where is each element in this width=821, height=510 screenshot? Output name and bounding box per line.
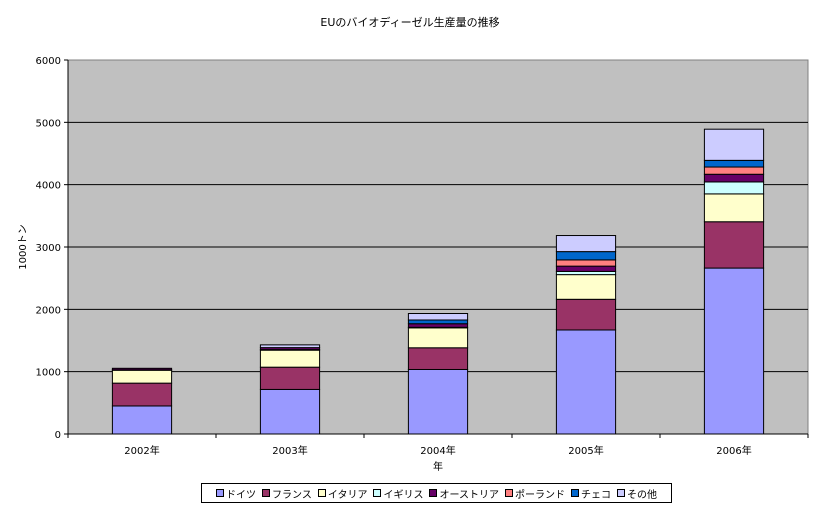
y-tick-label: 2000	[36, 305, 61, 316]
x-tick-label: 2005年	[568, 444, 603, 457]
legend-item: イタリア	[317, 486, 368, 501]
y-tick-label: 6000	[36, 56, 61, 67]
legend-item: ドイツ	[216, 486, 256, 501]
y-tick-label: 3000	[36, 243, 61, 254]
legend-swatch	[317, 489, 326, 497]
y-axis-ticks: 0 1000 2000 3000 4000 5000 6000	[36, 56, 68, 441]
legend-label: イギリス	[383, 489, 424, 501]
bar-segment-6-2	[407, 319, 469, 325]
legend-swatch	[616, 489, 625, 497]
legend-swatch	[216, 489, 225, 497]
legend-swatch	[504, 489, 513, 497]
bar-segment-0-1	[259, 388, 321, 435]
legend-label: ドイツ	[226, 489, 257, 501]
legend-item: フランス	[262, 486, 312, 501]
bar-segment-2-0	[111, 369, 173, 384]
bar-segment-1-0	[111, 382, 173, 407]
bar-segment-7-3	[555, 235, 617, 253]
bar-segment-4-2	[407, 323, 469, 328]
bar-segment-4-0	[111, 367, 173, 371]
bar-segment-5-3	[555, 259, 617, 267]
y-tick-label: 1000	[36, 368, 61, 379]
x-tick-label: 2006年	[716, 444, 751, 457]
bar-segment-6-3	[555, 251, 617, 261]
bar-segment-1-2	[407, 347, 469, 370]
bar-segment-0-0	[111, 405, 173, 435]
legend-label: その他	[626, 489, 657, 501]
legend-item: その他	[616, 486, 657, 501]
bar-segment-0-3	[555, 329, 617, 435]
legend-label: イタリア	[327, 489, 368, 501]
x-tick-label: 2004年	[420, 444, 455, 457]
legend-label: チェコ	[580, 489, 611, 501]
legend-label: オーストリア	[439, 489, 499, 501]
y-axis-label: 1000トン	[18, 224, 29, 269]
bar-segment-6-4	[703, 159, 765, 168]
bar-segment-1-1	[259, 366, 321, 390]
bar-segment-3-4	[703, 181, 765, 195]
bar-segment-2-2	[407, 327, 469, 349]
gridlines	[68, 121, 808, 373]
legend-label: フランス	[272, 489, 312, 501]
y-tick-label: 4000	[36, 181, 61, 192]
legend-item: チェコ	[570, 486, 611, 501]
legend-swatch	[429, 489, 438, 497]
x-axis-ticks: 2002年 2003年 2004年 2005年 2006年	[67, 434, 809, 457]
bar-segment-4-4	[703, 173, 765, 183]
bar-segment-0-4	[703, 267, 765, 435]
bar-segment-1-3	[555, 298, 617, 331]
bar-segment-2-1	[259, 349, 321, 368]
bar-segment-2-4	[703, 193, 765, 223]
x-axis-label: 年	[433, 460, 443, 473]
legend-swatch	[262, 489, 271, 497]
legend-swatch	[570, 489, 579, 497]
bar-segment-1-4	[703, 221, 765, 269]
bar-segment-5-4	[703, 166, 765, 175]
legend-item: イギリス	[373, 486, 423, 501]
bars	[111, 128, 765, 435]
chart-title: EUのバイオディーゼル生産量の推移	[320, 15, 499, 29]
legend-label: ポーランド	[514, 489, 565, 501]
y-tick-label: 5000	[36, 118, 61, 129]
x-tick-label: 2002年	[124, 444, 159, 457]
legend-item: ポーランド	[504, 486, 565, 501]
y-tick-label: 0	[55, 430, 61, 441]
bar-segment-7-4	[703, 128, 765, 161]
bar-segment-7-2	[407, 313, 469, 321]
bar-segment-4-3	[555, 265, 617, 272]
x-tick-label: 2003年	[272, 444, 307, 457]
bar-segment-0-2	[407, 368, 469, 435]
legend: ドイツ フランス イタリア イギリス オーストリア ポーランド チェコ その他	[201, 483, 672, 503]
legend-item: オーストリア	[429, 486, 499, 501]
bar-segment-2-3	[555, 274, 617, 300]
legend-swatch	[373, 489, 382, 497]
bar-segment-7-1	[259, 344, 321, 349]
